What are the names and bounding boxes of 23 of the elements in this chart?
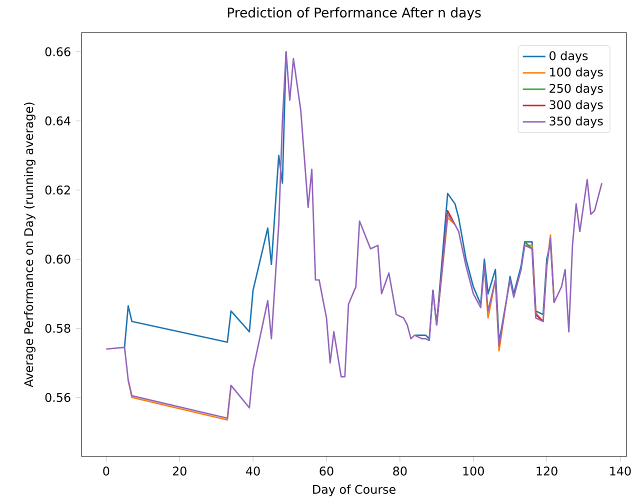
- y-tick-label: 0.60: [45, 254, 70, 264]
- y-tick-label: 0.58: [45, 324, 70, 334]
- legend-label: 0 days: [550, 51, 588, 63]
- legend-label: 100 days: [550, 68, 603, 80]
- legend-label: 250 days: [550, 84, 603, 96]
- x-axis-title: Day of Course: [313, 484, 396, 496]
- legend-label: 300 days: [550, 100, 603, 112]
- chart-title: Prediction of Performance After n days: [228, 8, 481, 20]
- y-tick-label: 0.56: [45, 393, 70, 402]
- y-tick-label: 0.66: [45, 47, 70, 56]
- x-tick-label: 140: [610, 466, 631, 476]
- x-tick-label: 40: [246, 466, 260, 476]
- x-tick-label: 60: [320, 466, 334, 476]
- x-tick-label: 0: [103, 466, 110, 476]
- y-axis-title: Average Performance on Day (running average): [24, 102, 36, 388]
- line-series: [105, 51, 603, 420]
- x-tick-label: 20: [172, 466, 186, 476]
- x-tick-label: 80: [393, 466, 407, 476]
- x-tick-label: 100: [463, 466, 484, 476]
- y-tick-label: 0.62: [45, 186, 70, 195]
- legend-label: 350 days: [550, 116, 603, 128]
- y-tick-label: 0.64: [45, 116, 70, 126]
- x-tick-label: 120: [536, 466, 558, 476]
